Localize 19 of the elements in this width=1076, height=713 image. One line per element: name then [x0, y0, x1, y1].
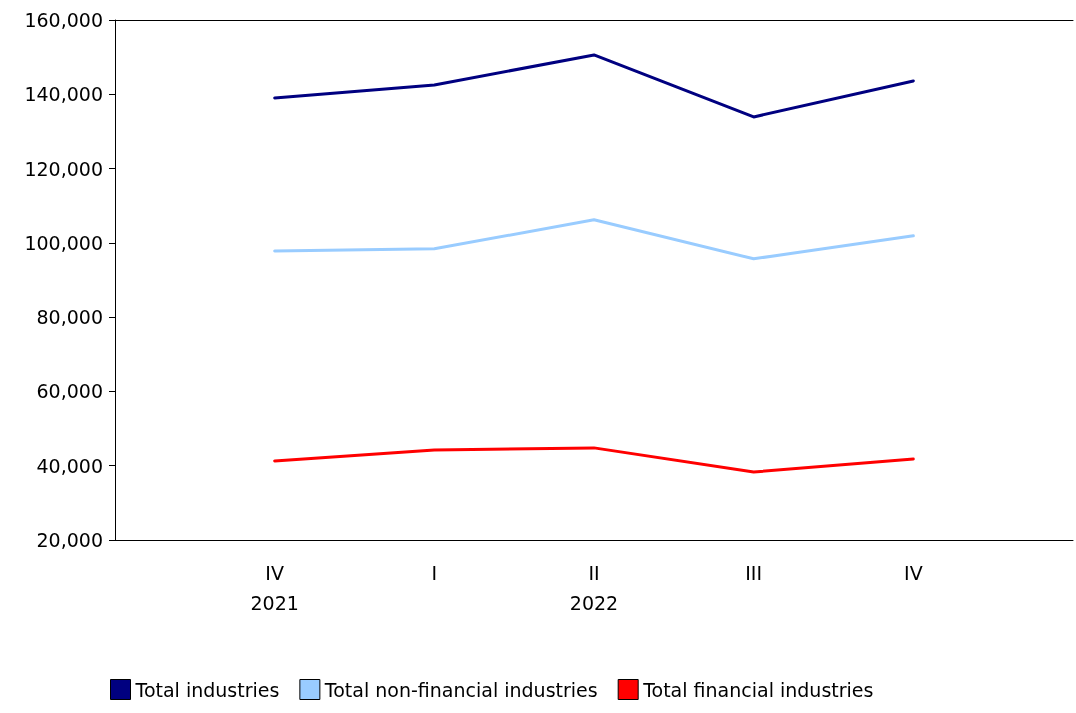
y-tick-label: 80,000	[36, 306, 103, 329]
y-tick-label: 100,000	[24, 231, 103, 254]
x-tick-label: I	[431, 562, 438, 584]
y-tick-label: 20,000	[36, 529, 103, 551]
line-series	[273, 53, 915, 119]
x-tick-label: IV	[904, 562, 923, 584]
y-tick-label: 60,000	[36, 380, 103, 403]
x-tick-label: III	[745, 562, 763, 584]
legend-label: Total non-financial industries	[323, 678, 598, 701]
x-tick-label: IV 2021	[250, 562, 299, 614]
line-series	[273, 218, 915, 261]
y-tick-label: 40,000	[36, 454, 103, 477]
y-tick-label: 160,000	[24, 9, 103, 31]
legend-label: Total financial industries	[642, 678, 874, 701]
x-tick-label: II 2022	[569, 562, 619, 614]
legend-label: Total industries	[134, 678, 280, 701]
y-tick-label: 140,000	[24, 83, 103, 106]
line-series	[273, 446, 915, 474]
y-tick-label: 120,000	[24, 157, 103, 180]
